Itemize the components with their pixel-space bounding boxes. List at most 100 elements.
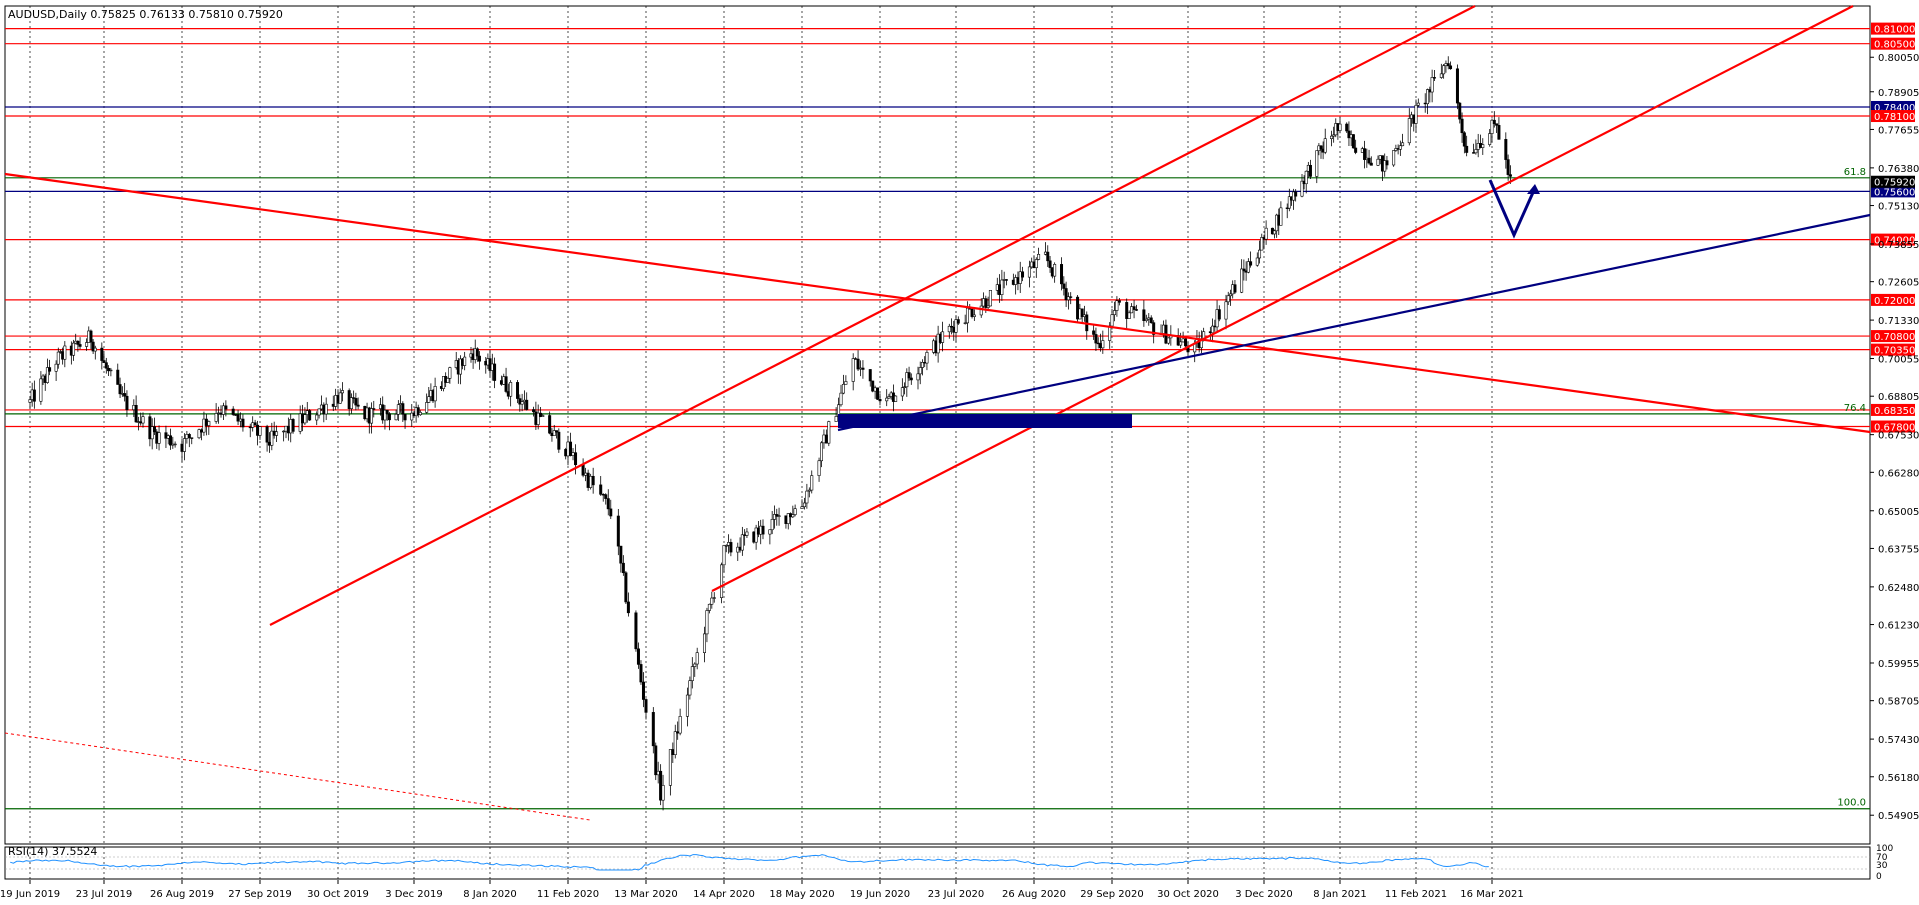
candle-body	[636, 648, 640, 665]
candle-body	[606, 498, 610, 510]
candle-body	[712, 597, 716, 599]
candle-body	[239, 418, 243, 422]
candle-body	[334, 395, 338, 407]
date-tick-label: 3 Dec 2019	[385, 889, 443, 900]
candle-body	[1304, 170, 1308, 185]
candle-body	[180, 443, 184, 452]
candle-body	[1446, 63, 1450, 67]
candle-body	[599, 484, 603, 495]
candle-body	[275, 431, 279, 436]
price-tick-label: 0.56180	[1878, 773, 1919, 784]
candle-body	[791, 514, 795, 518]
candle-body	[1323, 138, 1327, 153]
date-tick-label: 19 Jun 2020	[850, 889, 910, 900]
candle-body	[858, 367, 862, 370]
candle-body	[873, 387, 877, 392]
candle-body	[231, 408, 235, 415]
candle-body	[1462, 132, 1466, 147]
rsi-pane-border	[4, 846, 1871, 880]
candle-body	[289, 419, 293, 434]
candle-body	[810, 475, 814, 491]
candle-body	[1279, 207, 1283, 226]
candle-body	[301, 413, 305, 424]
candle-body	[1414, 104, 1418, 124]
level-price-tag	[1871, 37, 1915, 50]
price-tick-label: 0.80050	[1878, 53, 1919, 64]
candle-body	[385, 409, 389, 415]
candle-body	[214, 413, 218, 422]
candle-body	[1135, 309, 1139, 311]
candle-body	[1240, 268, 1244, 293]
candle-body	[591, 475, 595, 486]
candle-body	[800, 506, 804, 509]
candle-body	[671, 749, 675, 755]
candle-body	[854, 358, 858, 360]
candle-body	[970, 308, 974, 317]
candle-body	[1294, 191, 1298, 197]
symbol-header: AUDUSD,Daily 0.75825 0.76133 0.75810 0.7…	[8, 8, 283, 21]
candle-body	[39, 378, 43, 402]
candle-body	[639, 664, 643, 683]
date-tick-label: 8 Jan 2021	[1313, 889, 1367, 900]
price-tick-label: 0.75130	[1878, 202, 1919, 213]
candle-body	[770, 519, 774, 531]
date-tick-label: 23 Jul 2020	[928, 889, 985, 900]
candle-body	[104, 362, 108, 369]
candle-body	[1474, 149, 1478, 154]
price-tick-label: 0.77655	[1878, 125, 1919, 136]
candle-body	[370, 408, 374, 424]
candle-body	[1492, 119, 1496, 125]
candle-body	[234, 414, 238, 416]
candle-body	[538, 412, 542, 417]
candle-body	[516, 382, 520, 399]
candle-body	[673, 731, 677, 755]
candle-body	[941, 331, 945, 343]
candle-body	[1315, 150, 1319, 177]
candle-body	[1392, 150, 1396, 166]
channel-lower-line	[711, 5, 1854, 592]
candle-body	[659, 770, 663, 801]
candle-body	[241, 418, 245, 428]
candle-body	[1363, 148, 1367, 160]
candle-body	[878, 399, 882, 402]
candle-body	[1125, 302, 1129, 319]
candle-body	[979, 305, 983, 316]
candle-body	[768, 529, 772, 535]
level-price-label: 0.74000	[1874, 236, 1915, 247]
level-price-tag	[1871, 100, 1915, 113]
candle-body	[394, 413, 398, 421]
level-price-tag	[1871, 403, 1915, 416]
candle-body	[284, 425, 288, 432]
candle-body	[1246, 261, 1250, 273]
candle-body	[609, 508, 613, 517]
candle-body	[1338, 123, 1342, 131]
candle-body	[907, 372, 911, 379]
candle-body	[909, 377, 913, 381]
date-tick-label: 26 Aug 2019	[150, 889, 214, 900]
candle-body	[641, 681, 645, 700]
candle-body	[1149, 317, 1153, 323]
candle-body	[678, 716, 682, 734]
candle-body	[984, 298, 988, 308]
candle-body	[777, 515, 781, 517]
candle-body	[693, 663, 697, 667]
candle-body	[308, 410, 312, 421]
candle-body	[956, 319, 960, 324]
candle-body	[775, 514, 779, 517]
fib-label: 61.8	[1844, 167, 1866, 178]
price-tick-label: 0.65005	[1878, 507, 1919, 518]
candle-body	[729, 542, 733, 553]
candle-body	[740, 534, 744, 551]
navy-zone-box	[838, 414, 1132, 428]
candle-body	[190, 437, 194, 439]
candle-body	[197, 429, 201, 439]
candle-body	[702, 633, 706, 653]
candle-body	[100, 347, 104, 361]
grid-layer	[4, 5, 1871, 880]
candle-body	[1508, 174, 1512, 177]
candle-body	[1233, 284, 1237, 293]
price-tick-label: 0.78905	[1878, 88, 1919, 99]
